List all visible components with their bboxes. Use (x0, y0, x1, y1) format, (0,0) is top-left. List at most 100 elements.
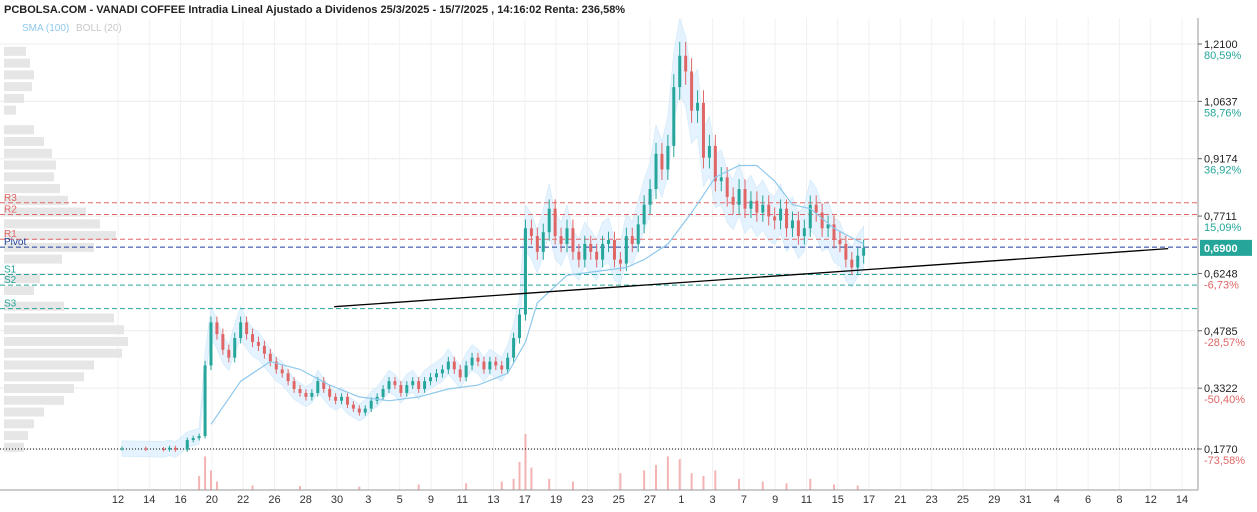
candle-body (411, 381, 415, 386)
candle-body (696, 102, 700, 111)
x-tick-label: 1 (678, 494, 684, 506)
candle-body (654, 153, 658, 190)
candle-body (790, 220, 794, 229)
volume-profile-bar (4, 313, 114, 323)
candle-body (482, 361, 486, 370)
candle-body (601, 243, 605, 260)
last-price-label: 0,6900 (1204, 243, 1238, 255)
candle-body (233, 338, 237, 358)
candle-body (660, 153, 664, 170)
candle-body (518, 314, 522, 339)
y-tick-percent: 36,92% (1204, 165, 1242, 177)
volume-bar (809, 478, 812, 490)
volume-bar (299, 486, 301, 490)
volume-bar (833, 484, 835, 490)
candle-body (328, 389, 332, 397)
x-tick-label: 29 (988, 494, 1000, 506)
candle-body (642, 204, 646, 225)
y-tick-price: 0,9174 (1204, 154, 1238, 166)
candle-body (144, 448, 148, 450)
candle-body (690, 71, 694, 111)
volume-bar (204, 456, 207, 490)
candle-body (316, 381, 320, 393)
volume-profile-bar (4, 82, 32, 92)
candle-body (452, 361, 456, 370)
candle-body (666, 145, 670, 170)
candle-body (310, 392, 314, 397)
candle-body (215, 322, 219, 335)
candle-body (387, 381, 391, 390)
candle-body (120, 448, 124, 450)
x-tick-label: 14 (1176, 494, 1188, 506)
level-label-s1: S1 (4, 265, 17, 276)
candle-body (713, 145, 717, 182)
volume-profile-bar (4, 160, 56, 170)
candle-body (434, 373, 438, 378)
volume-bar (714, 470, 717, 490)
volume-bar (666, 456, 669, 490)
candle-body (345, 396, 349, 405)
y-tick-price: 0,3322 (1204, 383, 1238, 395)
x-tick-label: 14 (143, 494, 155, 506)
candle-body (630, 236, 634, 244)
y-tick-percent: -73,58% (1204, 455, 1245, 467)
x-tick-label: 28 (300, 494, 312, 506)
sma-indicator-label[interactable]: SMA (100) (22, 23, 70, 34)
volume-bar (571, 481, 574, 490)
volume-bar (761, 481, 764, 490)
candle-body (737, 189, 741, 205)
x-tick-label: 23 (926, 494, 938, 506)
candle-body (405, 385, 409, 393)
last-price-badge (1200, 239, 1252, 256)
x-tick-label: 15 (832, 494, 844, 506)
candle-body (381, 389, 385, 397)
volume-profile-bar (4, 285, 34, 295)
y-tick-percent: -28,57% (1204, 337, 1245, 349)
x-tick-label: 9 (428, 494, 434, 506)
trendline (334, 248, 1169, 308)
candle-body (862, 247, 866, 256)
y-tick-price: 0,6248 (1204, 268, 1238, 280)
candle-body (393, 381, 397, 386)
candle-body (725, 177, 729, 197)
volume-bar (702, 476, 705, 490)
x-tick-label: 19 (550, 494, 562, 506)
x-tick-label: 9 (772, 494, 778, 506)
volume-profile-bar (4, 231, 116, 241)
y-tick-percent: 80,59% (1204, 50, 1242, 62)
volume-profile-bar (4, 172, 54, 182)
candle-body (227, 349, 231, 358)
volume-profile-bar (4, 137, 44, 147)
candle-body (292, 381, 296, 390)
candle-body (440, 369, 444, 374)
candle-body (512, 338, 516, 358)
candle-body (850, 259, 854, 268)
volume-profile-bar (4, 254, 62, 264)
volume-profile-bar (4, 148, 52, 158)
x-tick-label: 30 (331, 494, 343, 506)
candle-body (523, 228, 527, 315)
volume-bar (643, 470, 646, 490)
volume-profile-layer (4, 46, 128, 452)
x-tick-label: 11 (801, 494, 812, 506)
volume-profile-bar (4, 325, 124, 335)
x-tick-label: 31 (1019, 494, 1031, 506)
candle-body (636, 224, 640, 244)
candle-body (185, 439, 189, 450)
candle-body (203, 365, 207, 437)
volume-bar (215, 481, 218, 490)
volume-profile-bar (4, 125, 34, 135)
candle-body (838, 240, 842, 244)
candle-body (429, 377, 433, 382)
volume-bar (785, 483, 788, 490)
x-tick-label: 23 (581, 494, 593, 506)
x-tick-label: 5 (397, 494, 403, 506)
candle-body (820, 212, 824, 229)
candle-body (648, 189, 652, 205)
boll-indicator-label[interactable]: BOLL (20) (76, 23, 122, 34)
candle-body (446, 361, 450, 370)
candle-body (191, 438, 195, 440)
volume-profile-bar (4, 348, 122, 358)
volume-profile-bar (4, 442, 24, 452)
